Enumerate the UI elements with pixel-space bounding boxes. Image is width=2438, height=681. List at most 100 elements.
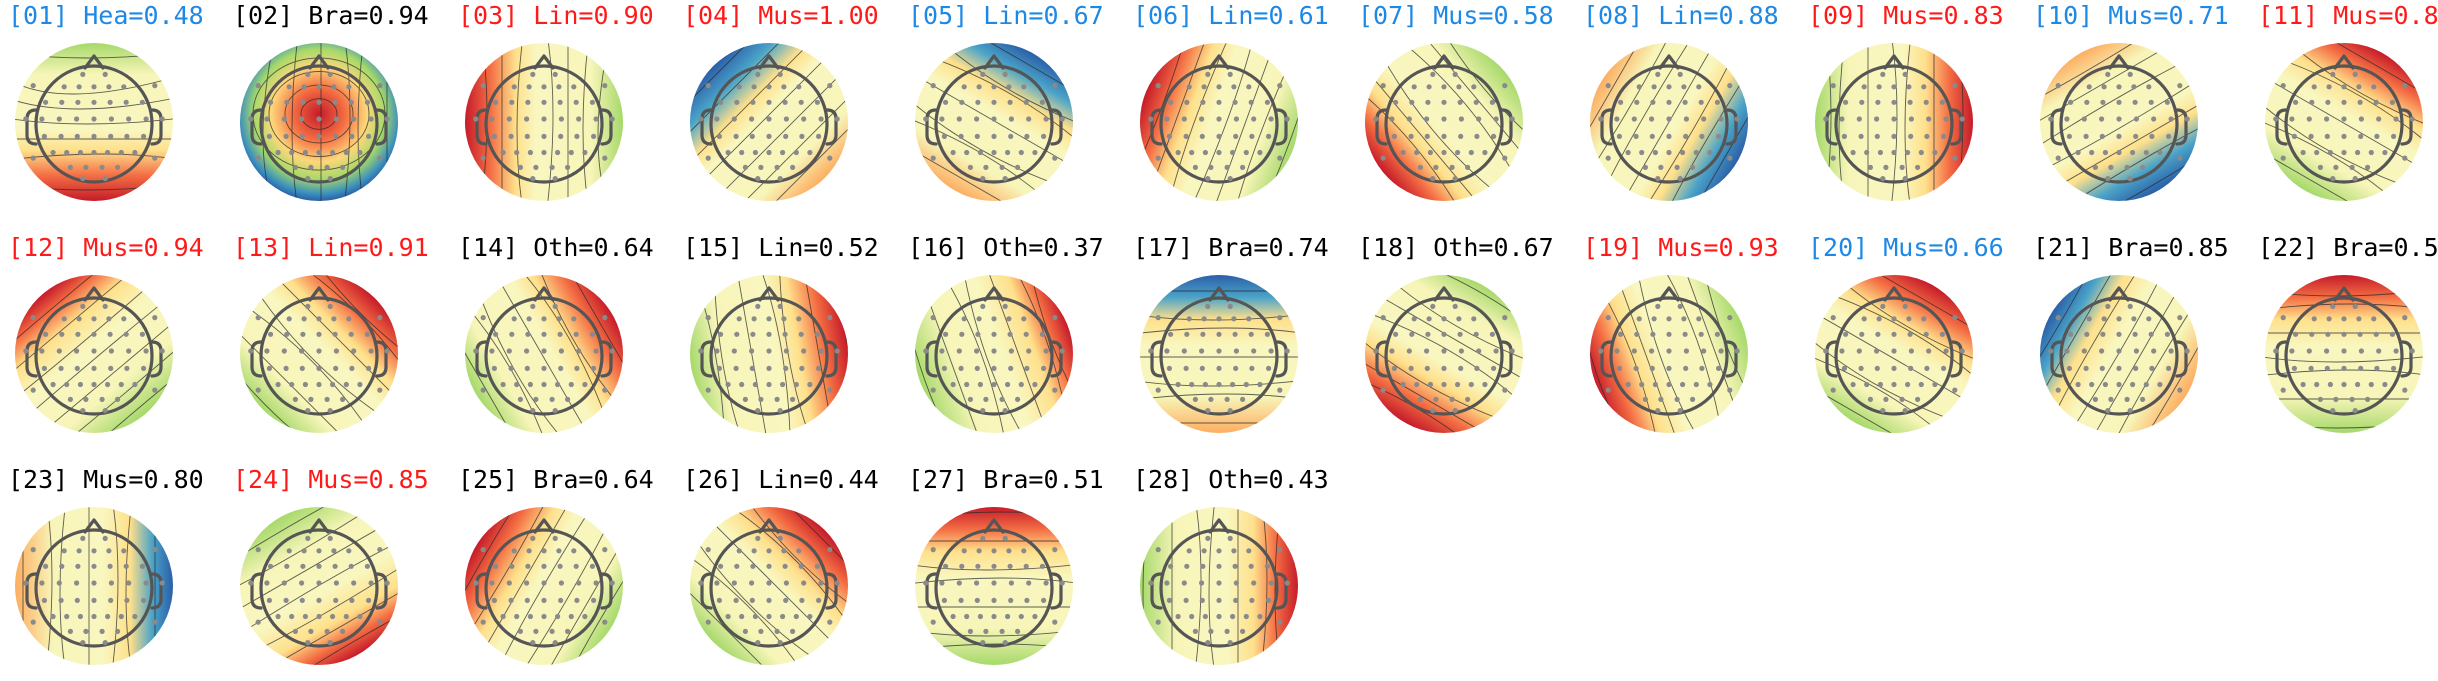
component-tile: [08] Lin=0.88 [1583, 2, 1793, 217]
topomap [465, 275, 623, 433]
component-label: [27] Bra=0.51 [908, 465, 1104, 494]
component-tile: [18] Oth=0.67 [1358, 234, 1568, 449]
electrode-dots [248, 535, 390, 646]
topomap [1140, 275, 1298, 433]
electrode-dots [698, 535, 840, 646]
head-outline [2050, 54, 2188, 184]
head-outline [2050, 286, 2188, 416]
component-label: [13] Lin=0.91 [233, 233, 429, 262]
component-label: [19] Mus=0.93 [1583, 233, 1779, 262]
topomap [1815, 43, 1973, 201]
component-label: [06] Lin=0.61 [1133, 1, 1329, 30]
topomap [240, 43, 398, 201]
head-outline [1600, 54, 1738, 184]
component-tile: [03] Lin=0.90 [458, 2, 668, 217]
component-label: [14] Oth=0.64 [458, 233, 654, 262]
topomap [1590, 43, 1748, 201]
component-tile: [21] Bra=0.85 [2033, 234, 2243, 449]
component-tile: [20] Mus=0.66 [1808, 234, 2018, 449]
electrode-dots [923, 71, 1065, 182]
electrode-dots [473, 303, 615, 414]
electrode-dots [248, 71, 390, 182]
component-label: [09] Mus=0.83 [1808, 1, 2004, 30]
head-outline [475, 518, 613, 648]
electrode-dots [1148, 303, 1290, 414]
component-tile: [07] Mus=0.58 [1358, 2, 1568, 217]
topomap [1140, 507, 1298, 665]
topomap [2265, 43, 2423, 201]
head-outline [475, 286, 613, 416]
topomap [1590, 275, 1748, 433]
component-label: [12] Mus=0.94 [8, 233, 204, 262]
head-outline [2275, 286, 2413, 416]
head-outline [700, 286, 838, 416]
head-outline [1150, 518, 1288, 648]
topomap [2040, 43, 2198, 201]
component-label: [26] Lin=0.44 [683, 465, 879, 494]
topomap [240, 275, 398, 433]
head-outline [700, 54, 838, 184]
component-tile: [17] Bra=0.74 [1133, 234, 1343, 449]
electrode-dots [1373, 71, 1515, 182]
electrode-dots [923, 303, 1065, 414]
topomap [915, 507, 1073, 665]
electrode-dots [473, 535, 615, 646]
topomap [15, 507, 173, 665]
component-tile: [22] Bra=0.54 [2258, 234, 2438, 449]
electrode-dots [2273, 71, 2415, 182]
electrode-dots [923, 535, 1065, 646]
topomap [1140, 43, 1298, 201]
component-label: [28] Oth=0.43 [1133, 465, 1329, 494]
component-label: [04] Mus=1.00 [683, 1, 879, 30]
component-label: [03] Lin=0.90 [458, 1, 654, 30]
head-outline [250, 54, 388, 184]
component-tile: [28] Oth=0.43 [1133, 466, 1343, 681]
component-label: [25] Bra=0.64 [458, 465, 654, 494]
component-tile: [13] Lin=0.91 [233, 234, 443, 449]
topomap [2040, 275, 2198, 433]
component-tile: [27] Bra=0.51 [908, 466, 1118, 681]
electrode-dots [2048, 71, 2190, 182]
component-tile: [26] Lin=0.44 [683, 466, 893, 681]
component-label: [16] Oth=0.37 [908, 233, 1104, 262]
electrode-dots [1373, 303, 1515, 414]
head-outline [25, 286, 163, 416]
head-outline [25, 518, 163, 648]
component-tile: [06] Lin=0.61 [1133, 2, 1343, 217]
electrode-dots [23, 535, 165, 646]
head-outline [925, 54, 1063, 184]
head-outline [1600, 286, 1738, 416]
component-label: [02] Bra=0.94 [233, 1, 429, 30]
head-outline [25, 54, 163, 184]
component-tile: [12] Mus=0.94 [8, 234, 218, 449]
topomap [1365, 43, 1523, 201]
head-outline [475, 54, 613, 184]
component-tile: [14] Oth=0.64 [458, 234, 668, 449]
head-outline [925, 518, 1063, 648]
topomap [2265, 275, 2423, 433]
component-label: [18] Oth=0.67 [1358, 233, 1554, 262]
component-tile: [16] Oth=0.37 [908, 234, 1118, 449]
electrode-dots [698, 71, 840, 182]
topomap [15, 43, 173, 201]
head-outline [1825, 286, 1963, 416]
contour-lines [2040, 275, 2198, 433]
topomap [1365, 275, 1523, 433]
electrode-dots [2273, 303, 2415, 414]
topomap [465, 507, 623, 665]
electrode-dots [1148, 71, 1290, 182]
component-label: [11] Mus=0.82 [2258, 1, 2438, 30]
component-label: [07] Mus=0.58 [1358, 1, 1554, 30]
component-tile: [10] Mus=0.71 [2033, 2, 2243, 217]
component-label: [17] Bra=0.74 [1133, 233, 1329, 262]
electrode-dots [1598, 71, 1740, 182]
component-label: [22] Bra=0.54 [2258, 233, 2438, 262]
topomap [690, 275, 848, 433]
head-outline [2275, 54, 2413, 184]
electrode-dots [1148, 535, 1290, 646]
topomap [240, 507, 398, 665]
component-tile: [04] Mus=1.00 [683, 2, 893, 217]
component-tile: [25] Bra=0.64 [458, 466, 668, 681]
component-label: [05] Lin=0.67 [908, 1, 1104, 30]
head-outline [1825, 54, 1963, 184]
